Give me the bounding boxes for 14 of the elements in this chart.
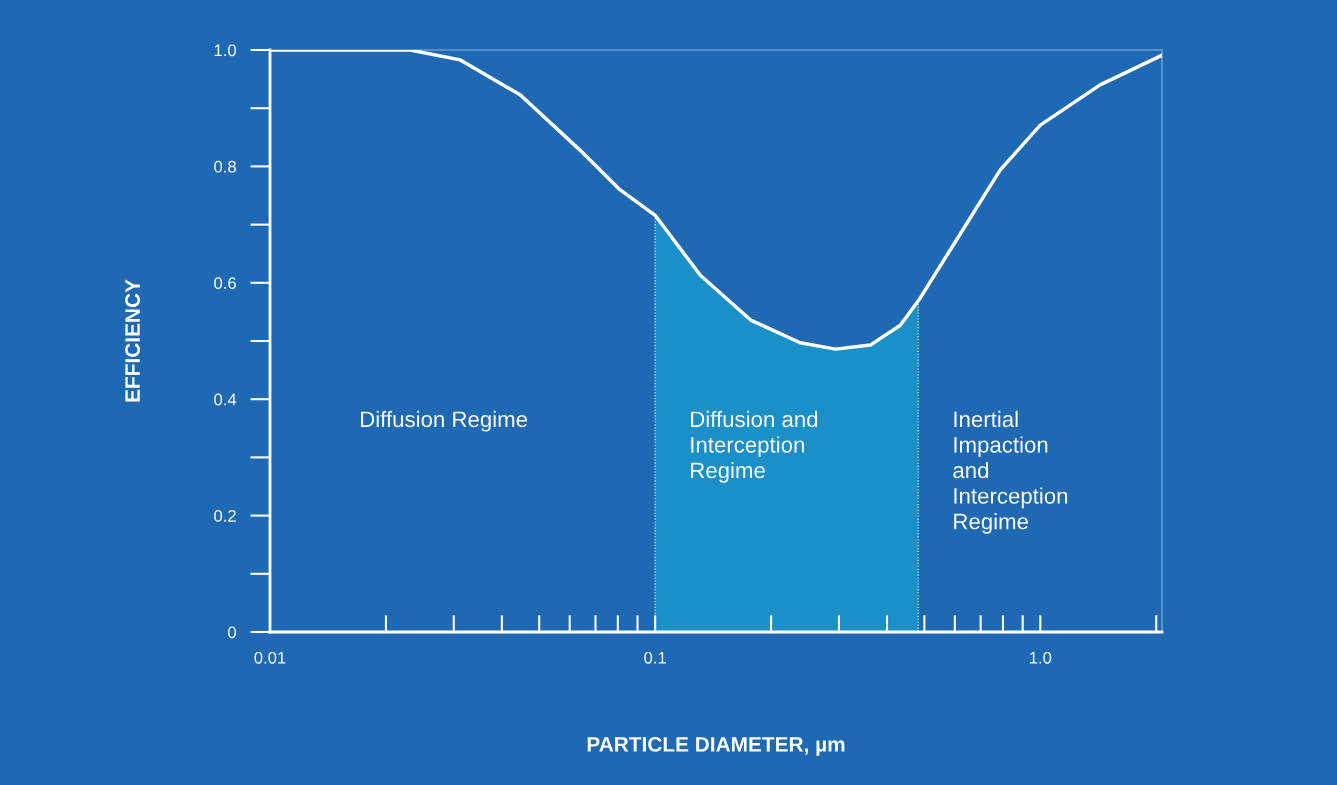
y-axis-title: EFFICIENCY (125, 279, 140, 402)
annotation: Diffusion and Interception Regime (691, 410, 818, 483)
y-tick-label: 0.4 (214, 393, 237, 406)
annotation: Diffusion Regime (361, 410, 528, 432)
y-tick-label: 0 (228, 626, 237, 639)
x-tick-label: 0.1 (644, 651, 666, 664)
x-tick-label: 0.01 (254, 651, 286, 664)
x-tick-label: 1.0 (1029, 651, 1052, 664)
y-tick-label: 1.0 (214, 44, 237, 57)
x-axis-title: PARTICLE DIAMETER, µm (587, 736, 845, 756)
annotation: Inertial Impaction and Interception Regime (953, 410, 1068, 534)
y-tick-label: 0.2 (214, 510, 236, 522)
y-tick-label: 0.8 (214, 160, 236, 173)
y-tick-label: 0.6 (214, 277, 236, 289)
